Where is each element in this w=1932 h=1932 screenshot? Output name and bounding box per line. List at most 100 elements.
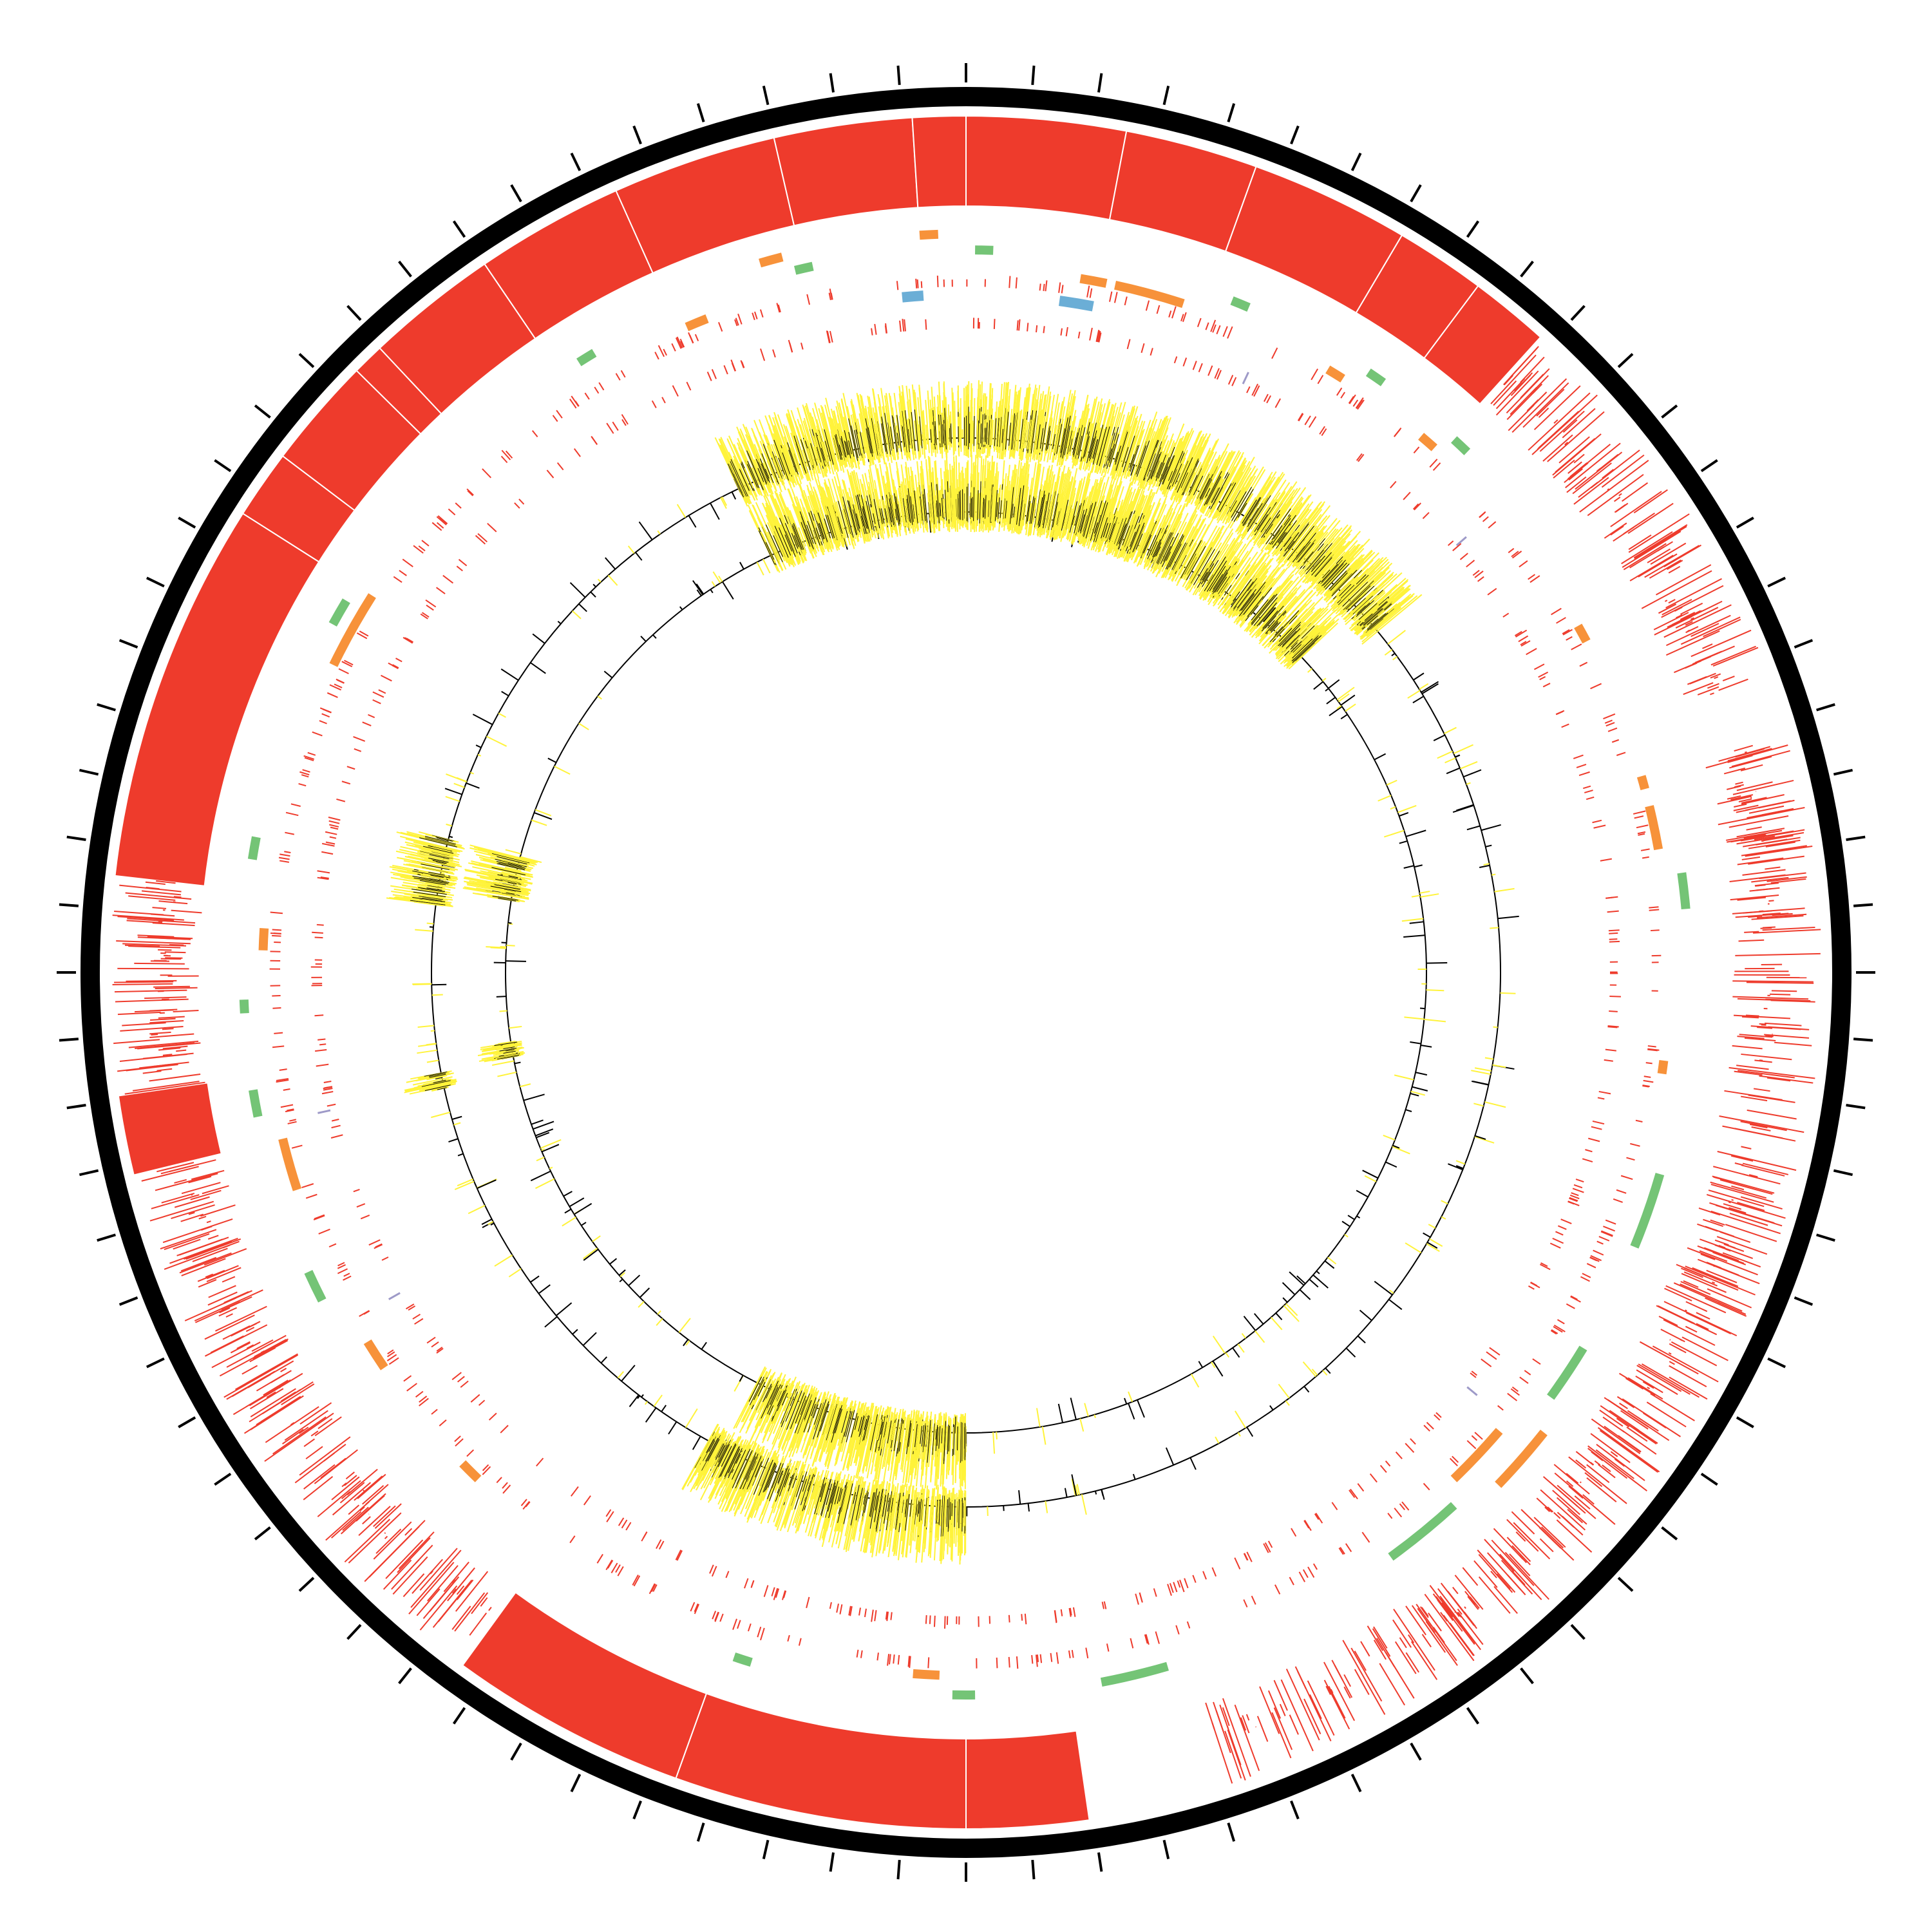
outer-feature-line xyxy=(215,1305,267,1332)
red-tick xyxy=(1186,1621,1191,1629)
red-tick xyxy=(381,674,392,682)
outer-feature-line xyxy=(1734,1128,1783,1139)
red-tick xyxy=(1058,282,1061,293)
outer-feature-line xyxy=(398,1531,435,1569)
coverage-spike xyxy=(676,504,687,518)
coverage-fill xyxy=(929,412,934,449)
outer-feature-line xyxy=(1568,468,1583,481)
outer-feature-line xyxy=(363,1490,365,1492)
coverage-spike xyxy=(1384,649,1393,656)
red-tick xyxy=(1130,1638,1134,1649)
red-tick xyxy=(362,721,372,726)
outer-feature-line xyxy=(117,1011,161,1016)
outer-feature-line xyxy=(1698,1208,1721,1216)
red-tick xyxy=(1449,1457,1458,1466)
coverage-fill xyxy=(775,457,783,477)
red-tick xyxy=(849,1606,853,1616)
coverage-spike xyxy=(453,1122,461,1126)
coverage-fill xyxy=(955,1499,958,1529)
red-tick xyxy=(319,1043,327,1046)
outer-feature-line xyxy=(1710,1184,1774,1203)
red-tick xyxy=(798,1638,802,1646)
outer-feature-line xyxy=(1665,578,1722,609)
red-tick xyxy=(280,1104,294,1108)
outer-feature-line xyxy=(1273,1680,1288,1711)
coverage-fill xyxy=(733,459,751,495)
coverage-line xyxy=(1343,580,1374,611)
red-tick xyxy=(650,1584,656,1593)
red-tick xyxy=(439,517,448,525)
coverage-line xyxy=(949,428,951,442)
outer-feature-line xyxy=(1710,1181,1767,1199)
coverage-spike xyxy=(1071,1479,1076,1496)
outer-feature-line xyxy=(1582,1494,1595,1505)
coverage-spike xyxy=(534,812,553,820)
coverage-line xyxy=(855,429,862,456)
outer-feature-line xyxy=(1748,1174,1758,1178)
red-tick xyxy=(1071,1650,1074,1658)
red-tick xyxy=(442,574,454,584)
coverage-fill xyxy=(1361,594,1423,645)
coverage-spike xyxy=(1490,927,1499,929)
red-tick xyxy=(1596,1240,1604,1245)
red-tick xyxy=(732,1618,737,1630)
coverage-line xyxy=(958,1499,960,1529)
outer-feature-line xyxy=(1739,1034,1773,1038)
outer-feature-line xyxy=(1664,600,1668,602)
coverage-spike xyxy=(661,1405,667,1412)
outer-feature-line xyxy=(1511,1511,1535,1535)
outer-feature-line xyxy=(1741,797,1767,804)
red-tick xyxy=(1586,796,1595,800)
outer-feature-line xyxy=(151,1194,200,1209)
coverage-fill xyxy=(872,389,886,464)
coverage-line xyxy=(1356,602,1370,615)
outer-feature-line xyxy=(1658,603,1677,614)
outer-feature-line xyxy=(1343,1686,1351,1699)
red-tick xyxy=(1352,399,1359,407)
red-tick xyxy=(1338,1548,1344,1555)
coverage-spike xyxy=(915,1504,918,1515)
outer-feature-line xyxy=(1734,744,1754,752)
red-tick xyxy=(750,1580,755,1587)
coverage-spike xyxy=(1494,887,1515,893)
orange-block xyxy=(1079,274,1108,288)
red-tick xyxy=(317,870,330,874)
outer-feature-line xyxy=(1554,1472,1616,1525)
coverage-line xyxy=(835,433,843,460)
red-tick xyxy=(1611,739,1620,743)
scale-tick xyxy=(1570,1624,1586,1640)
coverage-line xyxy=(824,440,831,462)
coverage-spike xyxy=(1474,1136,1495,1144)
outer-feature-line xyxy=(1692,645,1735,665)
outer-feature-line xyxy=(1328,1685,1346,1719)
green-block xyxy=(328,598,350,627)
red-tick xyxy=(1264,1542,1271,1553)
outer-feature-line xyxy=(1285,1669,1320,1741)
red-tick xyxy=(671,343,676,352)
red-tick xyxy=(436,1347,443,1352)
outer-feature-line xyxy=(1613,526,1634,542)
coverage-fill xyxy=(828,417,842,467)
outer-feature-line xyxy=(1616,1417,1630,1428)
red-tick xyxy=(1487,587,1497,596)
red-tick xyxy=(1571,1192,1579,1197)
red-tick xyxy=(520,1499,527,1506)
outer-feature-line xyxy=(1566,1473,1579,1484)
outer-feature-line xyxy=(1602,469,1615,479)
red-tick-track xyxy=(269,275,1662,1669)
scale-tick xyxy=(398,260,412,278)
coverage-fill xyxy=(872,407,882,459)
red-tick xyxy=(1089,288,1093,298)
outer-feature-line xyxy=(294,1443,346,1484)
coverage-spike xyxy=(710,502,720,520)
scale-tick xyxy=(1700,1472,1718,1486)
outer-feature-line xyxy=(1728,1066,1815,1079)
coverage-line xyxy=(881,416,888,454)
outer-feature-line xyxy=(1499,1553,1542,1600)
coverage-spike xyxy=(1453,744,1473,755)
outer-feature-line xyxy=(1759,1075,1814,1084)
red-tick xyxy=(399,569,407,576)
red-tick xyxy=(1562,629,1573,636)
outer-feature-line xyxy=(114,981,174,983)
coverage-line xyxy=(860,431,865,454)
